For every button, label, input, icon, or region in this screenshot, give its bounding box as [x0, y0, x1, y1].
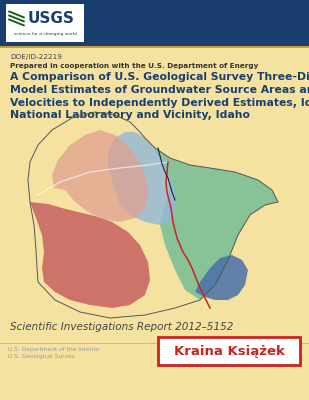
Polygon shape: [52, 130, 148, 222]
Polygon shape: [108, 132, 175, 225]
Text: U.S. Department of the Interior: U.S. Department of the Interior: [8, 347, 99, 352]
Bar: [0, 46, 309, 48]
Polygon shape: [155, 148, 278, 300]
Text: science for a changing world: science for a changing world: [14, 32, 77, 36]
Polygon shape: [30, 202, 150, 308]
Text: A Comparison of U.S. Geological Survey Three-Dimensional
Model Estimates of Grou: A Comparison of U.S. Geological Survey T…: [10, 72, 309, 120]
Text: U.S. Geological Survey: U.S. Geological Survey: [8, 354, 75, 359]
Bar: [0, 0, 309, 46]
Text: Scientific Investigations Report 2012–5152: Scientific Investigations Report 2012–51…: [10, 322, 233, 332]
Bar: [158, 337, 300, 365]
Polygon shape: [195, 255, 248, 300]
Text: Prepared in cooperation with the U.S. Department of Energy: Prepared in cooperation with the U.S. De…: [10, 63, 258, 69]
Bar: [0, 343, 309, 344]
Text: Kraina Książek: Kraina Książek: [174, 344, 285, 358]
Text: USGS: USGS: [28, 11, 75, 26]
Text: DOE/ID-22219: DOE/ID-22219: [10, 54, 62, 60]
Bar: [6, 4, 84, 42]
